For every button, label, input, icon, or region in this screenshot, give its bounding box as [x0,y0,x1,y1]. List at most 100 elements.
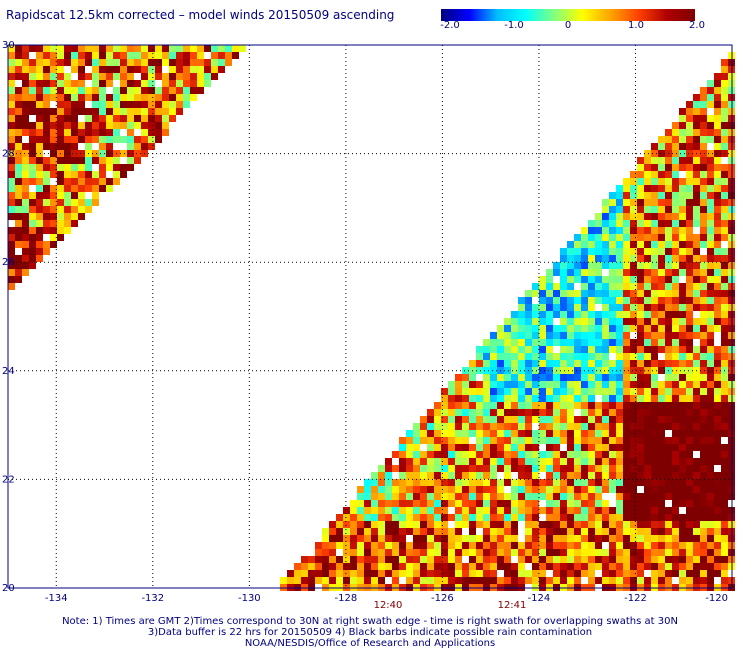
data-cell [609,388,616,395]
data-cell [78,52,85,59]
data-cell [714,444,721,451]
data-cell [8,192,15,199]
data-cell [462,472,469,479]
data-cell [721,374,728,381]
data-cell [525,374,532,381]
data-cell [385,528,392,535]
data-cell [476,570,483,577]
data-cell [602,521,609,528]
data-cell [707,486,714,493]
data-cell [420,423,427,430]
data-cell [336,570,343,577]
data-cell [357,542,364,549]
data-cell [504,577,511,584]
data-cell [15,150,22,157]
data-cell [630,465,637,472]
data-cell [658,430,665,437]
data-cell [497,346,504,353]
data-cell [441,493,448,500]
data-cell [574,416,581,423]
data-cell [518,437,525,444]
longitude-tick-label: -132 [141,593,164,604]
data-cell [567,493,574,500]
data-cell [581,500,588,507]
data-cell [665,423,672,430]
data-cell [204,73,211,80]
data-cell [679,367,686,374]
data-cell [567,500,574,507]
data-cell [546,283,553,290]
data-cell [707,395,714,402]
data-cell [714,458,721,465]
data-cell [693,332,700,339]
data-cell [651,220,658,227]
data-cell [476,451,483,458]
data-cell [8,248,15,255]
data-cell [721,185,728,192]
data-cell [469,444,476,451]
data-cell [22,269,29,276]
data-cell [693,318,700,325]
data-cell [29,178,36,185]
data-cell [672,437,679,444]
data-cell [406,542,413,549]
data-cell [553,542,560,549]
data-cell [78,80,85,87]
data-cell [714,220,721,227]
data-cell [36,108,43,115]
data-cell [29,248,36,255]
latitude-tick-label: 28 [2,149,15,160]
data-cell [672,143,679,150]
data-cell [532,388,539,395]
data-cell [707,192,714,199]
data-cell [623,423,630,430]
data-cell [434,423,441,430]
data-cell [148,122,155,129]
data-cell [462,367,469,374]
data-cell [525,360,532,367]
data-cell [22,108,29,115]
data-cell [15,178,22,185]
data-cell [567,465,574,472]
data-cell [71,66,78,73]
data-cell [539,318,546,325]
data-cell [574,339,581,346]
data-cell [8,213,15,220]
data-cell [679,220,686,227]
data-cell [616,185,623,192]
data-cell [714,157,721,164]
data-cell [71,178,78,185]
data-cell [99,157,106,164]
data-cell [574,332,581,339]
data-cell [602,227,609,234]
data-cell [413,430,420,437]
data-cell [679,311,686,318]
data-cell [183,87,190,94]
data-cell [700,122,707,129]
data-cell [700,416,707,423]
data-cell [518,563,525,570]
data-cell [483,437,490,444]
data-cell [651,269,658,276]
data-cell [665,339,672,346]
data-cell [651,479,658,486]
data-cell [644,577,651,584]
data-cell [707,206,714,213]
data-cell [623,402,630,409]
data-cell [364,479,371,486]
data-cell [539,304,546,311]
data-cell [532,402,539,409]
data-cell [686,458,693,465]
data-cell [637,178,644,185]
data-cell [686,535,693,542]
data-cell [371,528,378,535]
data-cell [15,234,22,241]
data-cell [169,108,176,115]
data-cell [686,129,693,136]
data-cell [539,381,546,388]
data-cell [602,283,609,290]
data-cell [315,563,322,570]
data-cell [155,129,162,136]
data-cell [581,444,588,451]
data-cell [406,430,413,437]
